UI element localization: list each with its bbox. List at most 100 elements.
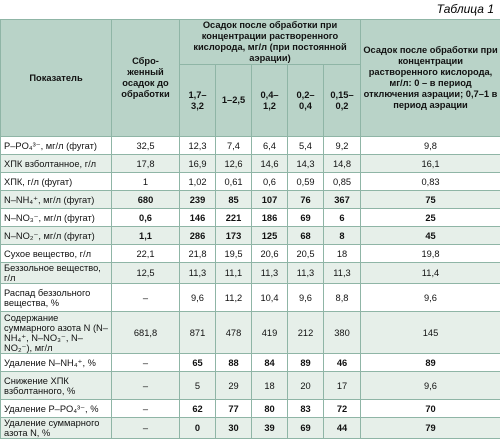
table-cell: 75 bbox=[360, 190, 500, 209]
table-cell: 68 bbox=[287, 226, 324, 245]
table-cell: 21,8 bbox=[179, 244, 216, 263]
table-cell: 20,6 bbox=[251, 244, 288, 263]
table-cell: – bbox=[111, 353, 180, 372]
row-label: Распад беззольного вещества, % bbox=[0, 283, 112, 312]
table-cell: 9,2 bbox=[323, 136, 361, 155]
table-cell: 83 bbox=[287, 399, 324, 418]
table-cell: 5 bbox=[179, 371, 216, 400]
table-cell: 7,4 bbox=[215, 136, 252, 155]
table-cell: 70 bbox=[360, 399, 500, 418]
row-label: ХПК взболтанное, г/л bbox=[0, 154, 112, 173]
row-label: ХПК, г/л (фугат) bbox=[0, 172, 112, 191]
row-label: N–NH₄⁺, мг/л (фугат) bbox=[0, 190, 112, 209]
table-row: P–PO₄³⁻, мг/л (фугат) 32,5 12,3 7,4 6,4 5,4 9,… bbox=[0, 136, 500, 155]
table-caption: Таблица 1 bbox=[436, 2, 494, 16]
table-cell: 1,02 bbox=[179, 172, 216, 191]
table-cell: – bbox=[111, 283, 180, 312]
table-cell: 14,8 bbox=[323, 154, 361, 173]
header-intermittent-aeration: Осадок после обработки при концентрации … bbox=[360, 19, 500, 137]
table-cell: 145 bbox=[360, 311, 500, 354]
table-cell: 212 bbox=[287, 311, 324, 354]
table-cell: 6 bbox=[323, 208, 361, 227]
table-cell: 72 bbox=[323, 399, 361, 418]
table-row: N–NO₂⁻, мг/л (фугат) 1,1 286 173 125 68 8 45 bbox=[0, 226, 500, 245]
table-cell: 173 bbox=[215, 226, 252, 245]
table-cell: 12,3 bbox=[179, 136, 216, 155]
table-cell: 14,3 bbox=[287, 154, 324, 173]
table-cell: – bbox=[111, 399, 180, 418]
row-label: Удаление N–NH₄⁺, % bbox=[0, 353, 112, 372]
table-cell: 45 bbox=[360, 226, 500, 245]
header-conc-3: 0,4–1,2 bbox=[251, 64, 288, 137]
table-row: Удаление N–NH₄⁺, % –65 88 84 89 46 89 bbox=[0, 353, 500, 372]
table-cell: 20 bbox=[287, 371, 324, 400]
row-label: Содержание суммарного азота N (N–NH₄⁺, N… bbox=[0, 311, 112, 354]
row-label: Удаление P–PO₄³⁻, % bbox=[0, 399, 112, 418]
table-cell: 1 bbox=[111, 172, 180, 191]
row-label: P–PO₄³⁻, мг/л (фугат) bbox=[0, 136, 112, 155]
table-cell: 11,3 bbox=[179, 262, 216, 284]
table-cell: 146 bbox=[179, 208, 216, 227]
table-cell: 107 bbox=[251, 190, 288, 209]
table-cell: 0 bbox=[179, 417, 216, 439]
table-cell: 419 bbox=[251, 311, 288, 354]
table-row: Сухое вещество, г/л 22,1 21,8 19,5 20,6 20,5 1… bbox=[0, 244, 500, 263]
table-cell: 79 bbox=[360, 417, 500, 439]
table-cell: 17,8 bbox=[111, 154, 180, 173]
table-cell: 16,1 bbox=[360, 154, 500, 173]
row-label: N–NO₃⁻, мг/л (фугат) bbox=[0, 208, 112, 227]
table-cell: 12,6 bbox=[215, 154, 252, 173]
table-cell: 9,6 bbox=[360, 283, 500, 312]
table-cell: 125 bbox=[251, 226, 288, 245]
table-cell: – bbox=[111, 417, 180, 439]
row-label: Сухое вещество, г/л bbox=[0, 244, 112, 263]
table-cell: 9,6 bbox=[360, 371, 500, 400]
table-cell: 76 bbox=[287, 190, 324, 209]
table-cell: 30 bbox=[215, 417, 252, 439]
header-raw-sludge: Сбро-женный осадок до обработки bbox=[111, 19, 180, 137]
table-cell: 186 bbox=[251, 208, 288, 227]
table-cell: 11,2 bbox=[215, 283, 252, 312]
row-label: Удаление суммарного азота N, % bbox=[0, 417, 112, 439]
table-cell: 62 bbox=[179, 399, 216, 418]
table-cell: 10,4 bbox=[251, 283, 288, 312]
table-cell: 221 bbox=[215, 208, 252, 227]
table-cell: 18 bbox=[251, 371, 288, 400]
table-cell: 11,4 bbox=[360, 262, 500, 284]
table-cell: 9,6 bbox=[287, 283, 324, 312]
table-cell: 9,8 bbox=[360, 136, 500, 155]
table-row: Содержание суммарного азота N (N–NH₄⁺, N… bbox=[0, 311, 500, 354]
header-conc-2: 1–2,5 bbox=[215, 64, 252, 137]
table-cell: 11,3 bbox=[251, 262, 288, 284]
table-row: Удаление суммарного азота N, % –0 30 39 69 44… bbox=[0, 417, 500, 439]
table-cell: – bbox=[111, 371, 180, 400]
header-conc-1: 1,7–3,2 bbox=[179, 64, 216, 137]
table-cell: 239 bbox=[179, 190, 216, 209]
table-cell: 11,3 bbox=[323, 262, 361, 284]
table-cell: 9,6 bbox=[179, 283, 216, 312]
table-row: N–NO₃⁻, мг/л (фугат) 0,6 146 221 186 69 6 25 bbox=[0, 208, 500, 227]
table-cell: 0,6 bbox=[251, 172, 288, 191]
table-cell: 680 bbox=[111, 190, 180, 209]
table-cell: 89 bbox=[287, 353, 324, 372]
row-label: N–NO₂⁻, мг/л (фугат) bbox=[0, 226, 112, 245]
table-cell: 11,1 bbox=[215, 262, 252, 284]
table-cell: 69 bbox=[287, 208, 324, 227]
table-cell: 478 bbox=[215, 311, 252, 354]
header-constant-aeration: Осадок после обработки при концентрации … bbox=[179, 19, 361, 65]
row-label: Снижение ХПК взболтанного, % bbox=[0, 371, 112, 400]
table-cell: 0,61 bbox=[215, 172, 252, 191]
table-cell: 65 bbox=[179, 353, 216, 372]
table-row: ХПК, г/л (фугат) 1 1,02 0,61 0,6 0,59 0,85 0,83 bbox=[0, 172, 500, 191]
table-cell: 367 bbox=[323, 190, 361, 209]
table-cell: 380 bbox=[323, 311, 361, 354]
table-cell: 0,85 bbox=[323, 172, 361, 191]
table-cell: 0,83 bbox=[360, 172, 500, 191]
table-row: Распад беззольного вещества, % –9,6 11,2 10… bbox=[0, 283, 500, 312]
table-cell: 77 bbox=[215, 399, 252, 418]
header-conc-4: 0,2–0,4 bbox=[287, 64, 324, 137]
table-cell: 88 bbox=[215, 353, 252, 372]
table-cell: 20,5 bbox=[287, 244, 324, 263]
table-row: N–NH₄⁺, мг/л (фугат) 680 239 85 107 76 367 75 bbox=[0, 190, 500, 209]
table-cell: 18 bbox=[323, 244, 361, 263]
